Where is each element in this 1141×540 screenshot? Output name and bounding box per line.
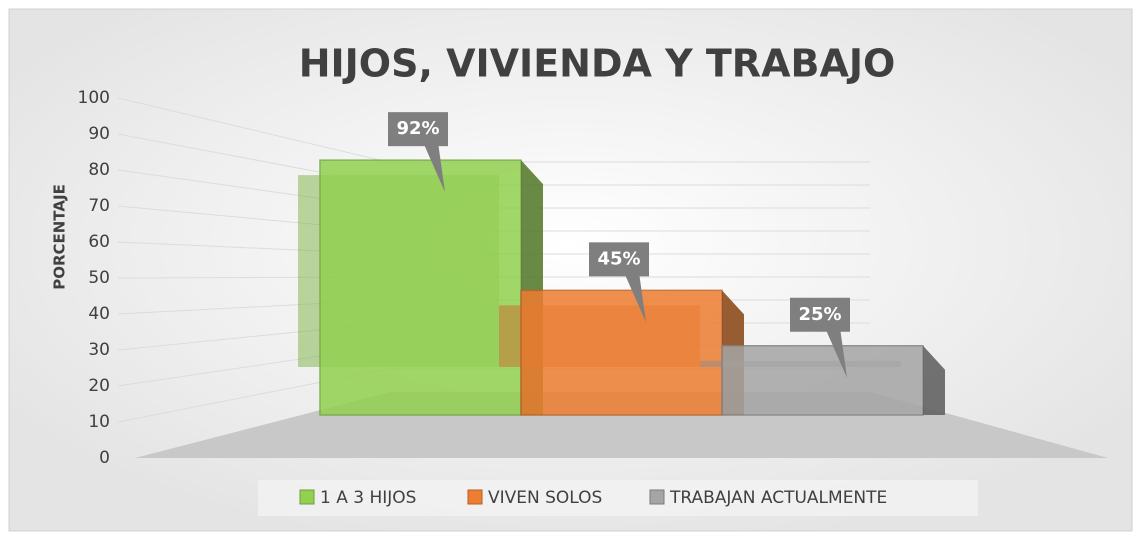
legend-label: 1 A 3 HIJOS: [320, 488, 416, 508]
bar: [319, 159, 522, 416]
data-label: 45%: [597, 248, 640, 269]
y-axis-label: PORCENTAJE: [51, 184, 69, 290]
callout-pointer: [825, 327, 847, 378]
data-label: 25%: [798, 304, 841, 325]
callout-box: [589, 242, 649, 277]
y-tick-label: 50: [88, 268, 110, 288]
data-label: 92%: [396, 118, 439, 139]
y-tick-label: 70: [88, 196, 110, 216]
y-tick-label: 40: [88, 304, 110, 324]
legend: [258, 480, 978, 516]
legend-swatch: [649, 489, 665, 505]
y-tick-label: 20: [88, 376, 110, 396]
callout-pointer: [624, 272, 646, 323]
callout-box: [388, 112, 448, 147]
legend-swatch: [299, 489, 315, 505]
y-tick-label: 80: [88, 160, 110, 180]
legend-label: TRABAJAN ACTUALMENTE: [669, 488, 887, 508]
y-tick-label: 60: [88, 232, 110, 252]
y-tick-label: 100: [78, 88, 110, 108]
legend-label: VIVEN SOLOS: [488, 488, 602, 508]
chart-title: HIJOS, VIVIENDA Y TRABAJO: [299, 42, 896, 86]
legend-swatch: [467, 489, 483, 505]
bar: [520, 289, 723, 416]
callout-pointer: [423, 142, 445, 193]
bar-side: [923, 345, 945, 415]
y-tick-label: 30: [88, 340, 110, 360]
callout-box: [790, 297, 850, 332]
y-tick-label: 0: [99, 448, 110, 468]
y-tick-label: 10: [88, 412, 110, 432]
bar: [721, 345, 924, 416]
y-tick-label: 90: [88, 124, 110, 144]
